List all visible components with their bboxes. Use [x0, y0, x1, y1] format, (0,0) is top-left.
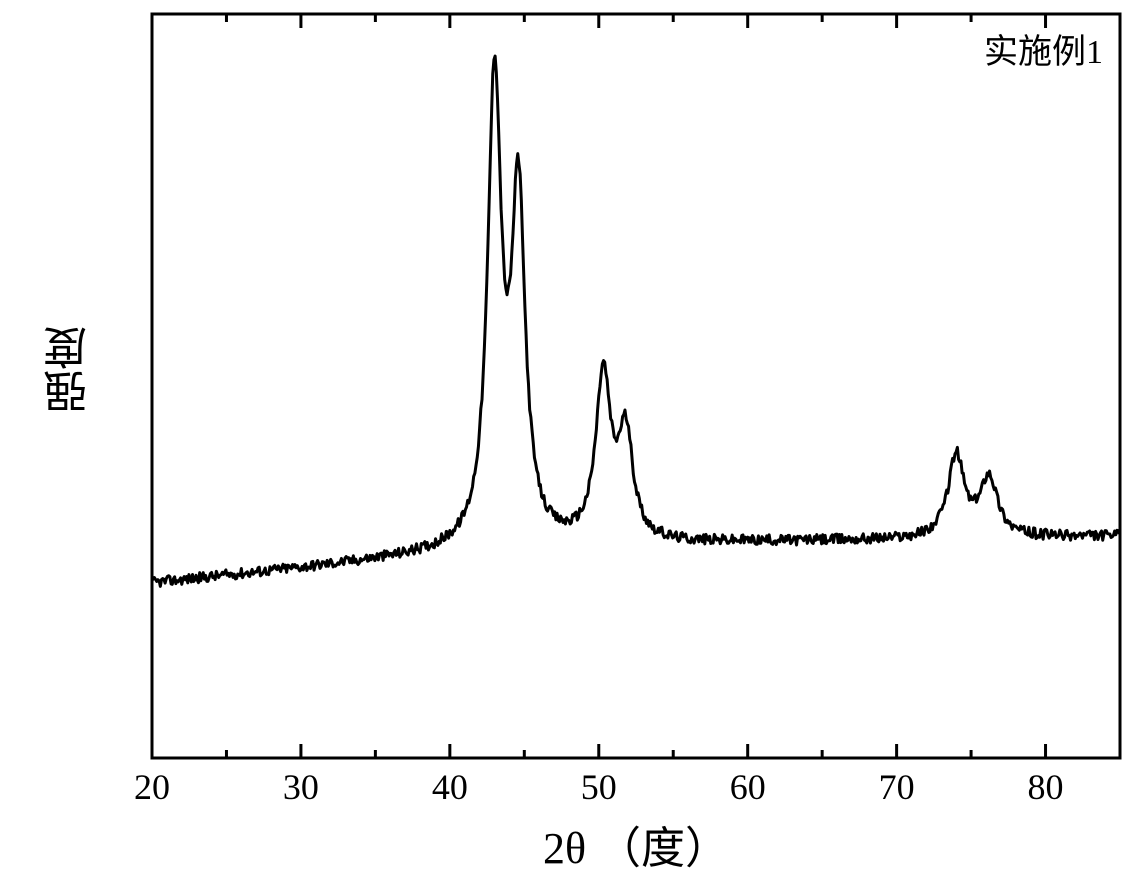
x-tick-label: 30: [261, 766, 341, 808]
x-tick-label: 70: [857, 766, 937, 808]
x-tick-label: 40: [410, 766, 490, 808]
x-axis-label: 2θ （度）: [152, 812, 1120, 876]
x-tick-label: 20: [112, 766, 192, 808]
xrd-figure: 强度 20304050607080 2θ （度） 实施例1: [0, 0, 1139, 879]
x-tick-label: 60: [708, 766, 788, 808]
x-tick-label: 50: [559, 766, 639, 808]
x-tick-label: 80: [1006, 766, 1086, 808]
legend-label: 实施例1: [984, 24, 1103, 73]
plot-frame: [152, 14, 1120, 758]
plot-canvas: [0, 0, 1139, 879]
